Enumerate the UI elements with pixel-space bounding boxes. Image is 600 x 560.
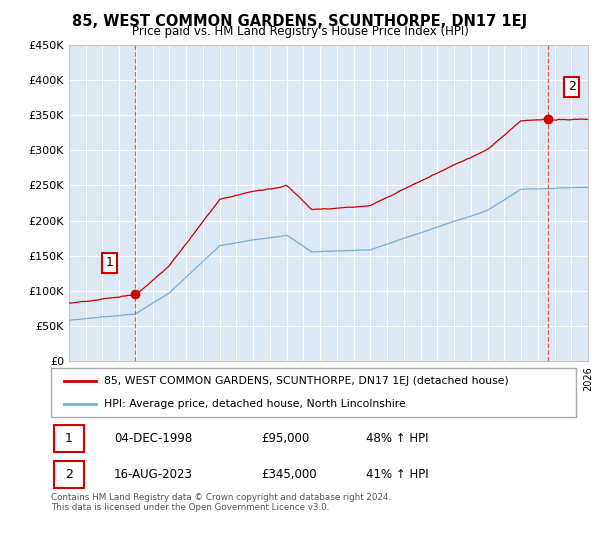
Text: HPI: Average price, detached house, North Lincolnshire: HPI: Average price, detached house, Nort… bbox=[104, 399, 405, 409]
FancyBboxPatch shape bbox=[53, 461, 84, 488]
FancyBboxPatch shape bbox=[51, 368, 576, 417]
Text: 85, WEST COMMON GARDENS, SCUNTHORPE, DN17 1EJ (detached house): 85, WEST COMMON GARDENS, SCUNTHORPE, DN1… bbox=[104, 376, 508, 386]
Text: 2: 2 bbox=[568, 81, 575, 94]
Text: £345,000: £345,000 bbox=[261, 468, 317, 481]
Text: £95,000: £95,000 bbox=[261, 432, 309, 445]
Text: 41% ↑ HPI: 41% ↑ HPI bbox=[366, 468, 428, 481]
Text: 04-DEC-1998: 04-DEC-1998 bbox=[114, 432, 192, 445]
Text: 1: 1 bbox=[65, 432, 73, 445]
Text: Contains HM Land Registry data © Crown copyright and database right 2024.
This d: Contains HM Land Registry data © Crown c… bbox=[51, 493, 391, 512]
Text: 1: 1 bbox=[106, 256, 113, 269]
Text: 16-AUG-2023: 16-AUG-2023 bbox=[114, 468, 193, 481]
Text: 2: 2 bbox=[65, 468, 73, 481]
Text: 48% ↑ HPI: 48% ↑ HPI bbox=[366, 432, 428, 445]
Text: 85, WEST COMMON GARDENS, SCUNTHORPE, DN17 1EJ: 85, WEST COMMON GARDENS, SCUNTHORPE, DN1… bbox=[73, 14, 527, 29]
FancyBboxPatch shape bbox=[53, 425, 84, 452]
Text: Price paid vs. HM Land Registry's House Price Index (HPI): Price paid vs. HM Land Registry's House … bbox=[131, 25, 469, 38]
